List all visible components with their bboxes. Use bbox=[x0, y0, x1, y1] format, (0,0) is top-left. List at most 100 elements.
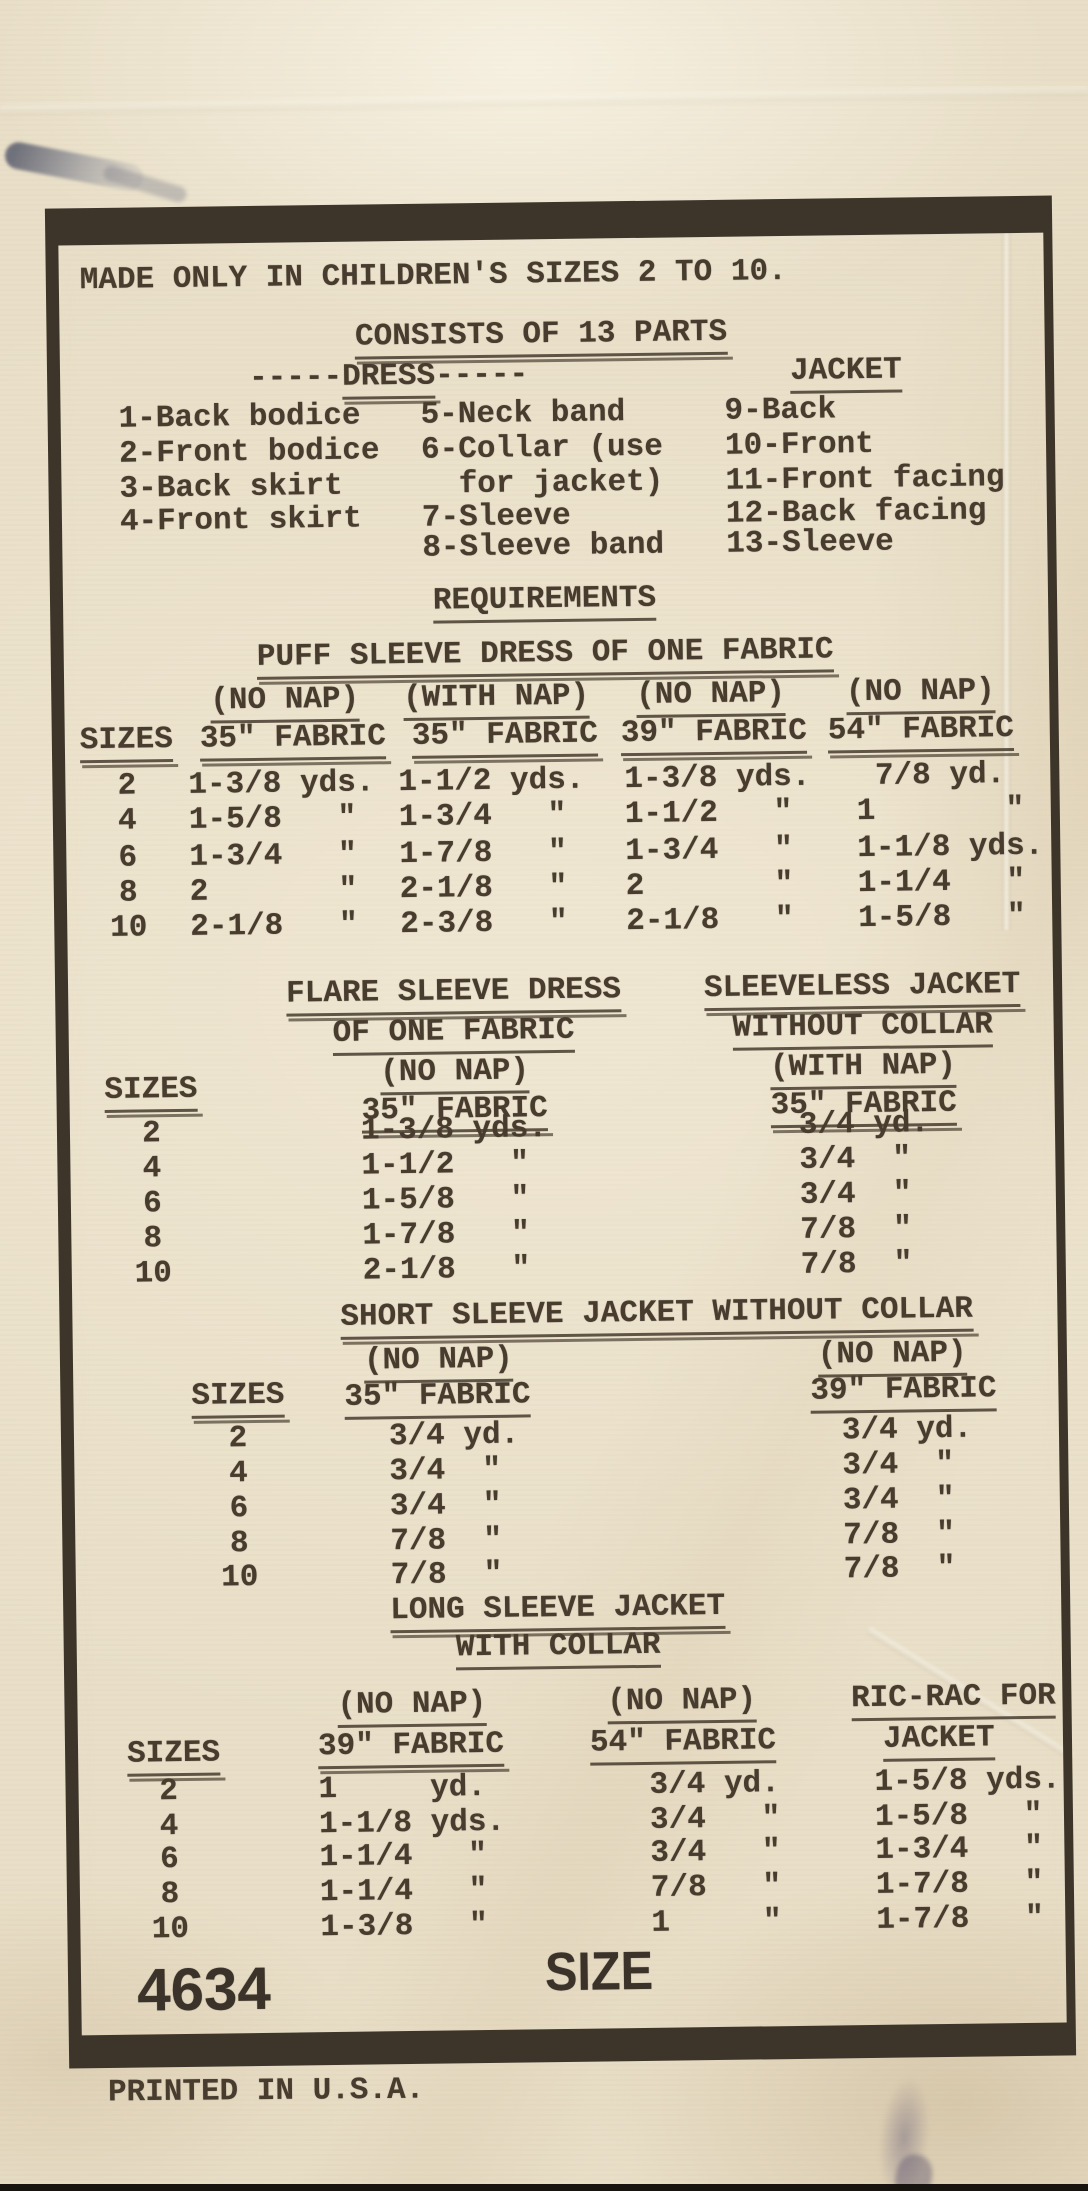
printed-border-frame: MADE ONLY IN CHILDREN'S SIZES 2 TO 10. C… bbox=[44, 195, 1077, 2191]
nap-header: (NO NAP) bbox=[337, 1686, 487, 1728]
jacket-column-header: JACKET bbox=[790, 352, 903, 394]
paper-crease bbox=[0, 86, 1088, 116]
yardage-cell: 3/4 " bbox=[649, 1801, 781, 1838]
yardage-cell: 1-7/8 " bbox=[362, 1216, 530, 1254]
dress-column-header: -----DRESS----- bbox=[248, 357, 529, 401]
yardage-cell: 1-1/2 " bbox=[624, 794, 793, 833]
yardage-cell: 1-5/8 yds. bbox=[874, 1762, 1061, 1800]
yardage-cell: 2-1/8 " bbox=[190, 907, 358, 945]
dress-dashes-left: ----- bbox=[248, 359, 343, 397]
yardage-cell: 2 " bbox=[625, 866, 794, 905]
yardage-cell: 7/8 " bbox=[390, 1556, 503, 1594]
yardage-cell: 1 " bbox=[651, 1904, 782, 1941]
size-cell: 10 bbox=[151, 1911, 190, 1948]
sizes-header: SIZES bbox=[80, 722, 174, 764]
size-cell: 6 bbox=[142, 1186, 162, 1222]
yardage-cell: 1-3/4 " bbox=[398, 797, 567, 836]
yardage-cell: 1-3/4 " bbox=[189, 837, 358, 875]
yardage-cell: 2-1/8 " bbox=[362, 1251, 531, 1289]
yardage-cell: 1-3/8 yds. bbox=[188, 765, 375, 803]
yardage-cell: 7/8 " bbox=[800, 1211, 913, 1248]
yardage-cell: 7/8 " bbox=[650, 1869, 782, 1906]
size-cell: 4 bbox=[159, 1809, 179, 1845]
short-jacket-title-line: SHORT SLEEVE JACKET WITHOUT COLLAR bbox=[72, 1292, 1035, 1344]
yardage-cell: 7/8 " bbox=[800, 1246, 913, 1283]
part-item: 13-Sleeve bbox=[726, 524, 894, 562]
yardage-cell: 1-3/8 " bbox=[320, 1908, 489, 1946]
table-subtitle: WITH COLLAR bbox=[456, 1628, 661, 1671]
size-cell: 2 bbox=[228, 1421, 248, 1457]
size-cell: 4 bbox=[228, 1456, 248, 1492]
sizes-header: SIZES bbox=[127, 1736, 221, 1777]
part-item: for jacket) bbox=[421, 464, 664, 503]
size-cell: 10 bbox=[109, 910, 148, 946]
size-cell: 10 bbox=[220, 1559, 259, 1596]
table-title: FLARE SLEEVE DRESS bbox=[286, 972, 622, 1017]
table-title: SHORT SLEEVE JACKET WITHOUT COLLAR bbox=[340, 1292, 974, 1340]
part-item: 10-Front bbox=[724, 426, 875, 464]
yardage-cell: 1-1/4 " bbox=[319, 1838, 488, 1876]
photo-bottom-edge bbox=[0, 2184, 1088, 2191]
yardage-cell: 3/4 " bbox=[842, 1481, 955, 1519]
size-cell: 2 bbox=[117, 768, 137, 804]
size-cell: 10 bbox=[134, 1256, 173, 1292]
fabric-header: 39" FABRIC bbox=[810, 1371, 997, 1414]
size-cell: 6 bbox=[159, 1842, 180, 1878]
size-cell: 8 bbox=[160, 1877, 180, 1913]
yardage-cell: 1-7/8 " bbox=[399, 834, 568, 873]
yardage-cell: 1-7/8 " bbox=[876, 1900, 1044, 1938]
table-subtitle: OF ONE FABRIC bbox=[332, 1013, 575, 1056]
yardage-cell: 1-3/8 yds. bbox=[624, 759, 811, 798]
yardage-cell: 3/4 " bbox=[842, 1446, 955, 1484]
yardage-cell: 3/4 " bbox=[799, 1176, 912, 1213]
nap-header: (WITH NAP) bbox=[403, 679, 590, 722]
yardage-cell: 2 " bbox=[189, 872, 358, 910]
yardage-cell: 3/4 yd. bbox=[798, 1106, 930, 1143]
yardage-cell: 1-3/8 yds. bbox=[360, 1111, 548, 1149]
fabric-header: 39" FABRIC bbox=[621, 714, 808, 757]
yardage-cell: 2-1/8 " bbox=[626, 901, 794, 940]
nap-header: (NO NAP) bbox=[607, 1682, 757, 1725]
yardage-cell: 2-3/8 " bbox=[400, 904, 568, 943]
fabric-header: 35" FABRIC bbox=[344, 1377, 531, 1420]
yardage-cell: 7/8 " bbox=[843, 1550, 956, 1588]
part-item: 5-Neck band bbox=[420, 395, 626, 433]
table-title: LONG SLEEVE JACKET bbox=[390, 1589, 726, 1634]
parts-title: CONSISTS OF 13 PARTS bbox=[355, 315, 728, 360]
yardage-cell: 1-1/4 " bbox=[857, 863, 1026, 902]
part-item: 2-Front bodice bbox=[118, 433, 380, 472]
yardage-cell: 1-1/2 " bbox=[361, 1146, 530, 1184]
nap-header: (NO NAP) bbox=[636, 676, 786, 718]
yardage-cell: 3/4 yd. bbox=[841, 1411, 973, 1449]
yardage-cell: 2-1/8 " bbox=[399, 869, 568, 908]
size-cell: 4 bbox=[117, 803, 137, 839]
ricrac-header: RIC-RAC FOR bbox=[851, 1679, 1057, 1722]
yardage-cell: 1-1/2 yds. bbox=[398, 762, 585, 801]
yardage-cell: 7/8 yd. bbox=[856, 757, 1006, 795]
size-cell: 4 bbox=[142, 1151, 162, 1187]
size-label: SIZE bbox=[544, 1940, 654, 2003]
table-title: PUFF SLEEVE DRESS OF ONE FABRIC bbox=[257, 632, 834, 680]
yardage-cell: 1-5/8 " bbox=[858, 898, 1026, 937]
fabric-header: 35" FABRIC bbox=[412, 716, 599, 759]
yardage-cell: 1-5/8 " bbox=[361, 1181, 530, 1219]
yardage-cell: 1-3/4 " bbox=[625, 831, 793, 870]
yardage-cell: 1-7/8 " bbox=[875, 1865, 1044, 1903]
part-item: 8-Sleeve band bbox=[422, 527, 665, 566]
yardage-cell: 3/4 " bbox=[799, 1141, 912, 1178]
yardage-cell: 7/8 " bbox=[843, 1516, 956, 1554]
requirements-heading-line: REQUIREMENTS bbox=[63, 577, 1026, 629]
yardage-cell: 1-1/4 " bbox=[319, 1873, 488, 1911]
size-cell: 8 bbox=[229, 1526, 249, 1562]
yardage-cell: 1 " bbox=[856, 791, 1025, 830]
size-cell: 2 bbox=[141, 1116, 162, 1152]
requirements-title: REQUIREMENTS bbox=[433, 581, 657, 624]
table-subtitle: WITHOUT COLLAR bbox=[732, 1007, 994, 1051]
dress-header-label: DRESS bbox=[342, 359, 436, 400]
made-only-note: MADE ONLY IN CHILDREN'S SIZES 2 TO 10. bbox=[59, 252, 1022, 299]
yardage-cell: 1-5/8 " bbox=[874, 1797, 1043, 1835]
yardage-cell: 1 yd. bbox=[318, 1770, 487, 1808]
nap-header: (NO NAP) bbox=[846, 673, 996, 716]
part-item: 6-Collar (use bbox=[420, 429, 664, 468]
